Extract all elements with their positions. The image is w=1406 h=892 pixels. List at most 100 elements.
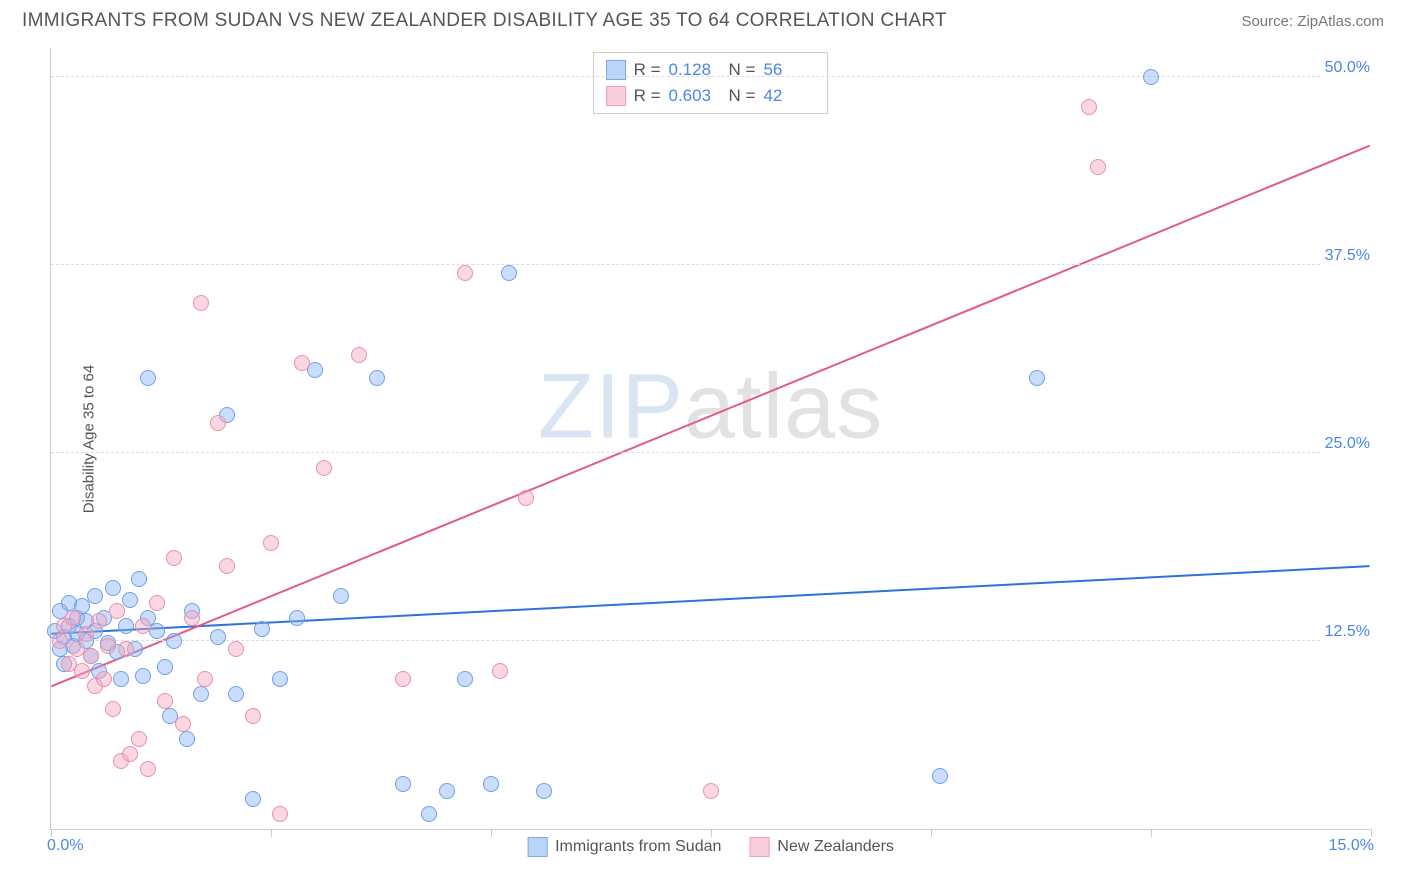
data-point-sudan	[105, 580, 121, 596]
watermark-thin: atlas	[684, 356, 883, 458]
data-point-nz	[65, 610, 81, 626]
data-point-nz	[122, 746, 138, 762]
y-tick-label: 50.0%	[1321, 59, 1374, 77]
x-tick	[711, 829, 712, 837]
data-point-nz	[193, 295, 209, 311]
data-point-nz	[395, 671, 411, 687]
r-label: R =	[634, 57, 661, 83]
data-point-nz	[96, 671, 112, 687]
series-legend: Immigrants from Sudan New Zealanders	[527, 837, 894, 857]
data-point-sudan	[254, 621, 270, 637]
trend-line-nz	[51, 146, 1369, 687]
data-point-nz	[272, 806, 288, 822]
data-point-nz	[197, 671, 213, 687]
data-point-sudan	[536, 783, 552, 799]
data-point-nz	[157, 693, 173, 709]
r-value-sudan: 0.128	[669, 57, 721, 83]
data-point-sudan	[87, 588, 103, 604]
correlation-legend: R = 0.128 N = 56 R = 0.603 N = 42	[593, 52, 829, 114]
data-point-sudan	[157, 659, 173, 675]
data-point-nz	[52, 633, 68, 649]
gridline	[51, 264, 1370, 265]
data-point-sudan	[140, 370, 156, 386]
data-point-sudan	[131, 571, 147, 587]
x-tick	[1371, 829, 1372, 837]
legend-label-nz: New Zealanders	[777, 838, 894, 856]
legend-label-sudan: Immigrants from Sudan	[555, 838, 721, 856]
data-point-sudan	[1029, 370, 1045, 386]
data-point-nz	[109, 603, 125, 619]
data-point-nz	[219, 558, 235, 574]
chart-title: IMMIGRANTS FROM SUDAN VS NEW ZEALANDER D…	[22, 10, 947, 32]
data-point-sudan	[166, 633, 182, 649]
gridline	[51, 452, 1370, 453]
data-point-nz	[518, 490, 534, 506]
watermark-bold: ZIP	[538, 356, 684, 458]
data-point-sudan	[333, 588, 349, 604]
data-point-nz	[166, 550, 182, 566]
data-point-sudan	[272, 671, 288, 687]
data-point-sudan	[439, 783, 455, 799]
source-label: Source: ZipAtlas.com	[1241, 13, 1384, 30]
data-point-sudan	[457, 671, 473, 687]
swatch-nz	[606, 86, 626, 106]
data-point-nz	[263, 535, 279, 551]
swatch-nz	[749, 837, 769, 857]
data-point-nz	[492, 663, 508, 679]
swatch-sudan	[527, 837, 547, 857]
gridline	[51, 640, 1370, 641]
data-point-nz	[175, 716, 191, 732]
data-point-nz	[1090, 159, 1106, 175]
data-point-nz	[83, 648, 99, 664]
data-point-sudan	[179, 731, 195, 747]
r-label: R =	[634, 83, 661, 109]
data-point-sudan	[118, 618, 134, 634]
x-axis-min-label: 0.0%	[47, 837, 83, 855]
x-tick	[271, 829, 272, 837]
data-point-nz	[100, 638, 116, 654]
data-point-nz	[184, 610, 200, 626]
data-point-sudan	[113, 671, 129, 687]
data-point-nz	[105, 701, 121, 717]
gridline	[51, 76, 1370, 77]
data-point-sudan	[395, 776, 411, 792]
n-label: N =	[729, 83, 756, 109]
data-point-sudan	[245, 791, 261, 807]
data-point-sudan	[210, 629, 226, 645]
data-point-nz	[135, 618, 151, 634]
y-axis-title: Disability Age 35 to 64	[81, 364, 98, 512]
x-axis-max-label: 15.0%	[1329, 837, 1374, 855]
legend-row-sudan: R = 0.128 N = 56	[606, 57, 816, 83]
data-point-sudan	[483, 776, 499, 792]
data-point-sudan	[135, 668, 151, 684]
data-point-sudan	[193, 686, 209, 702]
data-point-nz	[316, 460, 332, 476]
data-point-nz	[210, 415, 226, 431]
data-point-nz	[351, 347, 367, 363]
data-point-sudan	[122, 592, 138, 608]
data-point-sudan	[228, 686, 244, 702]
y-tick-label: 37.5%	[1321, 247, 1374, 265]
data-point-nz	[457, 265, 473, 281]
y-tick-label: 12.5%	[1321, 623, 1374, 641]
data-point-nz	[91, 613, 107, 629]
data-point-nz	[149, 595, 165, 611]
x-tick	[51, 829, 52, 837]
trend-line-sudan	[51, 566, 1369, 634]
data-point-nz	[118, 641, 134, 657]
data-point-nz	[1081, 99, 1097, 115]
data-point-sudan	[501, 265, 517, 281]
y-tick-label: 25.0%	[1321, 435, 1374, 453]
data-point-nz	[74, 663, 90, 679]
data-point-nz	[140, 761, 156, 777]
n-value-nz: 42	[763, 83, 815, 109]
data-point-nz	[245, 708, 261, 724]
x-tick	[931, 829, 932, 837]
watermark: ZIPatlas	[538, 355, 883, 460]
r-value-nz: 0.603	[669, 83, 721, 109]
data-point-sudan	[932, 768, 948, 784]
legend-item-nz: New Zealanders	[749, 837, 894, 857]
n-value-sudan: 56	[763, 57, 815, 83]
data-point-sudan	[289, 610, 305, 626]
n-label: N =	[729, 57, 756, 83]
